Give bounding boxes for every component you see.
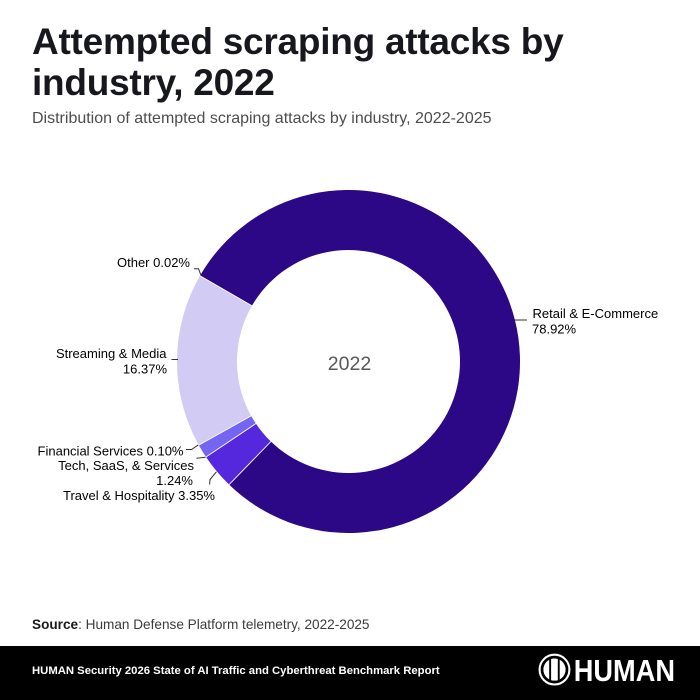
svg-text:Streaming & Media: Streaming & Media bbox=[56, 346, 167, 361]
svg-text:Tech, SaaS, & Services: Tech, SaaS, & Services bbox=[58, 458, 194, 473]
svg-text:Other 0.02%: Other 0.02% bbox=[117, 255, 190, 270]
svg-text:1.24%: 1.24% bbox=[156, 473, 193, 488]
svg-text:Financial Services 0.10%: Financial Services 0.10% bbox=[38, 443, 184, 458]
svg-text:Retail & E-Commerce: Retail & E-Commerce bbox=[533, 306, 659, 321]
svg-text:2022: 2022 bbox=[328, 353, 371, 375]
svg-text:78.92%: 78.92% bbox=[532, 321, 577, 336]
svg-text:Travel & Hospitality 3.35%: Travel & Hospitality 3.35% bbox=[63, 488, 215, 503]
svg-text:HUMAN: HUMAN bbox=[574, 655, 675, 689]
svg-text:16.37%: 16.37% bbox=[123, 361, 168, 376]
